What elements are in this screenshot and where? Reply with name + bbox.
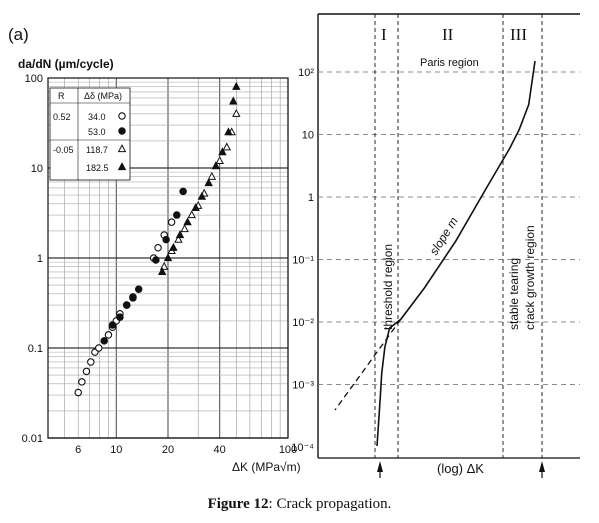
stable-tearing-label: stable tearing crack growth region	[507, 225, 537, 330]
data-point	[179, 187, 187, 196]
right-tick-labels: 10² 10 1 10⁻¹ 10⁻² 10⁻³ 10⁻⁴	[291, 67, 314, 454]
legend-header-ds: Δδ (MPa)	[84, 91, 122, 101]
slope-label: slope m	[427, 215, 461, 258]
caption-label: Figure 12	[207, 496, 269, 512]
data-point	[232, 108, 241, 117]
region-numeral-i: I	[381, 25, 387, 44]
data-point	[169, 242, 178, 251]
data-point	[183, 217, 192, 226]
figure-caption: Figure 12: Crack propagation.	[0, 496, 599, 513]
data-point	[211, 161, 221, 170]
y-tick-label: 0.01	[22, 433, 43, 445]
data-point	[174, 234, 183, 243]
curve-extrapolation	[334, 319, 402, 411]
y-tick-label: 10⁻⁴	[291, 442, 314, 454]
data-point	[122, 301, 131, 309]
legend-marker	[117, 162, 127, 171]
crack-growth-curve	[334, 60, 536, 447]
data-point	[87, 358, 95, 366]
legend-r-value: 0.52	[53, 112, 71, 122]
curve-line	[376, 60, 536, 447]
legend-r-value: -0.05	[53, 145, 74, 155]
data-point	[173, 211, 181, 219]
right-grid	[318, 71, 580, 385]
data-point	[116, 313, 124, 321]
data-point	[187, 210, 196, 219]
data-point	[215, 156, 224, 164]
data-point	[100, 337, 108, 345]
right-x-axis-label: (log) ΔK	[437, 461, 484, 476]
data-point	[224, 127, 233, 136]
y-tick-label: 100	[25, 73, 43, 85]
data-point	[218, 147, 227, 156]
data-point	[78, 378, 86, 386]
data-point	[134, 285, 143, 293]
data-point	[82, 367, 91, 376]
data-point	[204, 178, 213, 187]
y-tick-label: 10²	[298, 67, 314, 79]
data-point	[180, 224, 189, 233]
data-point	[175, 230, 185, 239]
region-iii-arrow	[539, 461, 545, 472]
y-tick-label: 10⁻¹	[292, 255, 314, 267]
data-point	[129, 294, 137, 302]
threshold-region-label: threshold region	[381, 244, 395, 330]
data-point	[222, 142, 232, 151]
legend-header-r: R	[58, 91, 65, 101]
legend-marker	[117, 144, 127, 153]
left-tick-labels: 100 10 1 0.1 0.01 10 20 40 100 6	[22, 73, 298, 456]
legend-ds-value: 34.0	[88, 112, 106, 122]
data-point	[162, 235, 170, 244]
data-point	[207, 171, 217, 180]
data-point	[163, 253, 173, 262]
legend-ds-value: 182.5	[86, 163, 109, 173]
data-point	[229, 96, 238, 105]
caption-text: : Crack propagation.	[268, 496, 392, 512]
data-point	[104, 331, 113, 339]
y-tick-label: 10⁻³	[292, 380, 314, 392]
y-tick-label: 10⁻²	[292, 317, 314, 329]
legend-box	[49, 87, 131, 181]
crack-growth-line: crack growth region	[523, 225, 537, 330]
legend-ds-value: 53.0	[88, 127, 106, 137]
panel-label: (a)	[8, 25, 29, 44]
stable-tearing-line: stable tearing	[507, 258, 521, 330]
right-panel: 10² 10 1 10⁻¹ 10⁻² 10⁻³ 10⁻⁴ I II III Paris re…	[291, 13, 580, 478]
region-i-arrow	[377, 461, 383, 472]
data-point	[167, 218, 176, 226]
paris-region-label: Paris region	[420, 57, 479, 69]
legend: R Δδ (MPa) 0.52 34.0 53.0 -0.05 118.7 18…	[49, 87, 131, 181]
x-tick-label: 40	[214, 444, 226, 456]
y-tick-label: 10	[302, 130, 314, 142]
y-tick-label: 10	[31, 163, 43, 175]
data-point	[157, 267, 167, 276]
left-panel: (a) da/dN (µm/cycle) R Δδ (MPa) 0.52 34.…	[8, 25, 301, 474]
left-x-axis-label: ΔK (MPa√m)	[232, 460, 301, 474]
data-point	[154, 243, 162, 252]
data-point	[94, 344, 103, 352]
y-tick-label: 1	[308, 192, 314, 204]
left-y-axis-label: da/dN (µm/cycle)	[18, 57, 114, 71]
legend-marker	[118, 112, 126, 120]
data-point	[152, 256, 160, 264]
left-plot-frame	[47, 77, 289, 439]
region-numeral-ii: II	[442, 25, 454, 44]
y-tick-label: 0.1	[28, 343, 43, 355]
data-point	[191, 203, 200, 212]
region-numeral-iii: III	[510, 25, 527, 44]
x-tick-label: 20	[162, 444, 174, 456]
x-tick-label: 10	[110, 444, 122, 456]
left-data-marks	[74, 81, 241, 397]
x-tick-label: 100	[279, 444, 297, 456]
data-point	[74, 388, 82, 397]
legend-ds-value: 118.7	[86, 145, 108, 155]
y-tick-label: 1	[37, 253, 43, 265]
data-point	[232, 81, 241, 90]
data-point	[197, 191, 207, 200]
legend-marker	[118, 127, 126, 135]
data-point	[108, 321, 117, 329]
x-tick-label: 6	[75, 444, 81, 456]
